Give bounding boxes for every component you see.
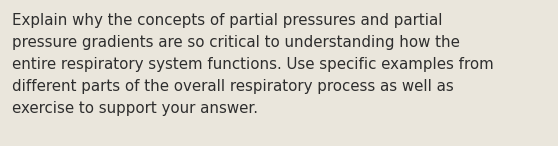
Text: Explain why the concepts of partial pressures and partial
pressure gradients are: Explain why the concepts of partial pres…	[12, 13, 494, 116]
